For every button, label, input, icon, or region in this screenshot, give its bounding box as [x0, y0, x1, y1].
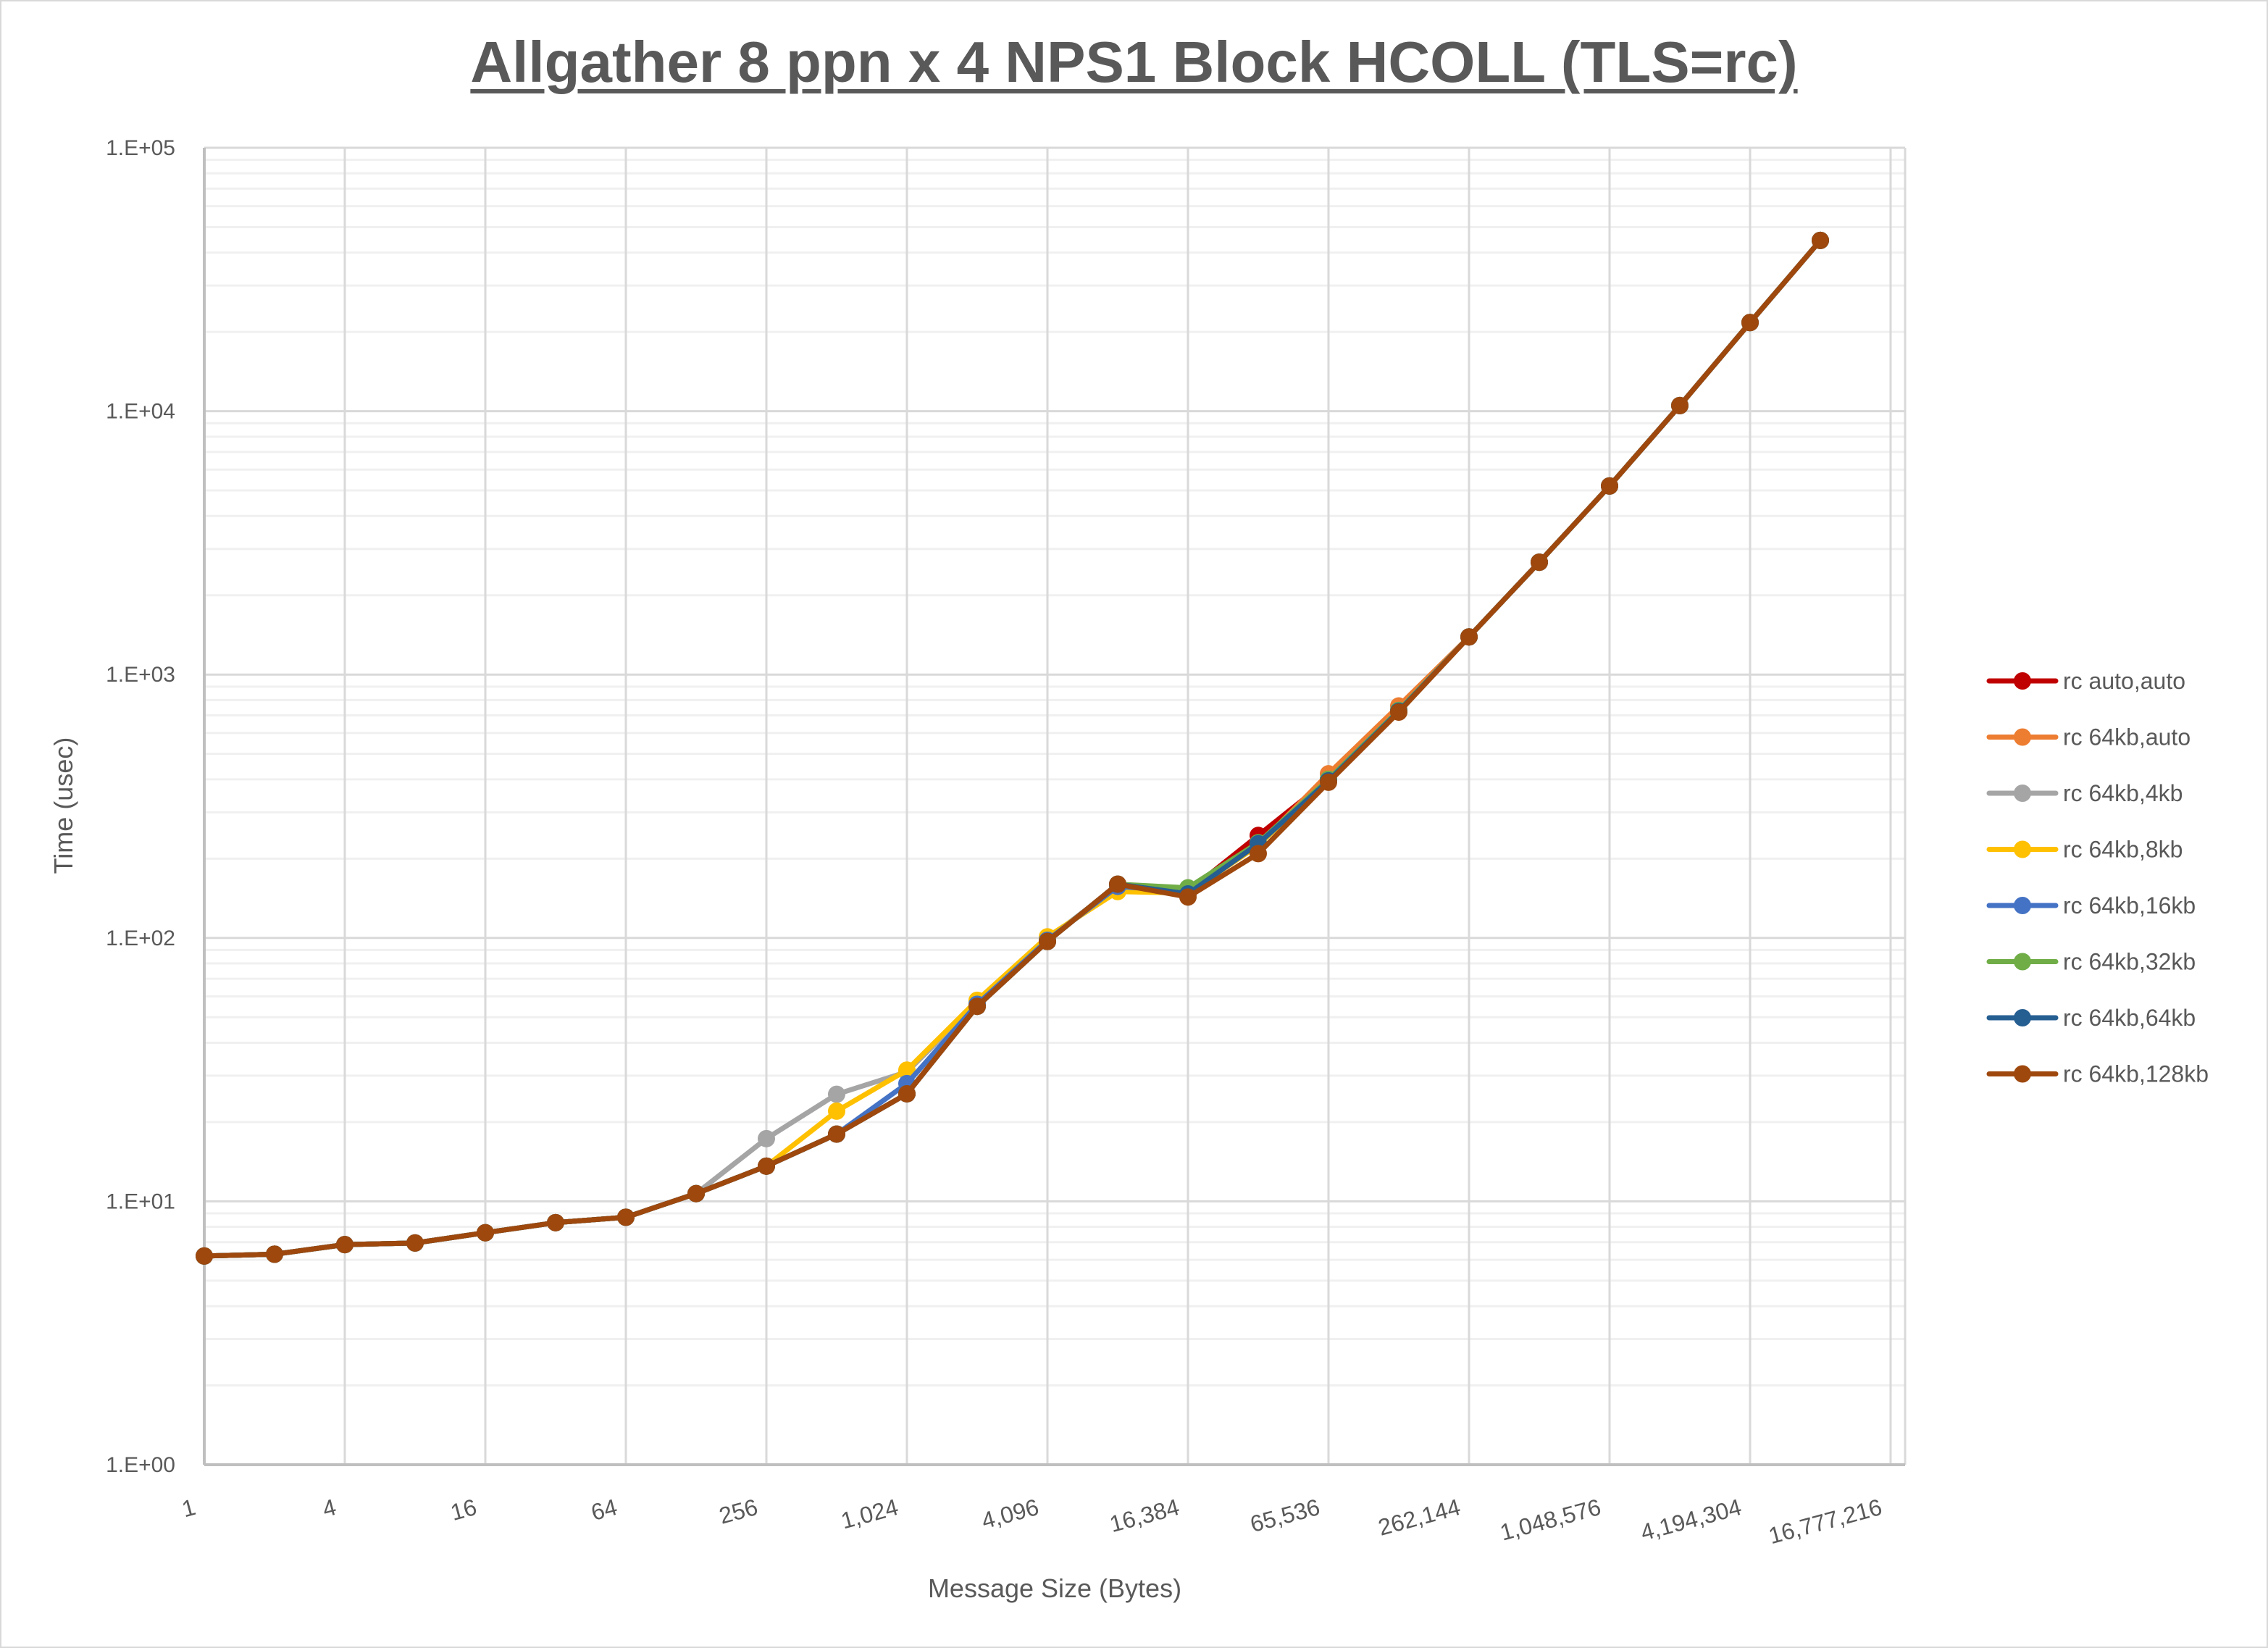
- legend-item: rc 64kb,4kb: [1986, 780, 2183, 806]
- data-point: [898, 1061, 916, 1079]
- data-point: [1250, 845, 1267, 863]
- legend-marker-icon: [2014, 897, 2031, 914]
- legend-label: rc 64kb,16kb: [2063, 892, 2196, 919]
- legend-marker-icon: [2014, 728, 2031, 746]
- y-axis-title: Time (usec): [49, 737, 78, 874]
- data-point: [477, 1224, 494, 1242]
- data-point: [758, 1129, 775, 1147]
- data-point: [1671, 396, 1689, 414]
- y-axis-ticks: 1.E+00 1.E+01 1.E+02 1.E+03 1.E+04 1.E+05: [106, 136, 175, 1477]
- x-tick-label: 262,144: [1376, 1494, 1463, 1541]
- chart-title: Allgather 8 ppn x 4 NPS1 Block HCOLL (TL…: [470, 30, 1798, 94]
- x-tick-label: 16,384: [1107, 1494, 1182, 1537]
- legend-label: rc 64kb,auto: [2063, 724, 2190, 750]
- series-line: [196, 231, 1829, 1265]
- data-point: [617, 1208, 635, 1226]
- x-tick-label: 1,024: [838, 1494, 901, 1534]
- series-line: [196, 231, 1829, 1265]
- legend-item: rc 64kb,16kb: [1986, 892, 2196, 919]
- legend-label: rc 64kb,128kb: [2063, 1061, 2209, 1087]
- data-point: [828, 1125, 845, 1143]
- legend-marker-icon: [2014, 672, 2031, 690]
- legend: rc auto,auto rc 64kb,auto rc 64kb,4kb rc 64…: [1986, 668, 2209, 1087]
- legend-marker-icon: [2014, 953, 2031, 971]
- series-line: [196, 231, 1829, 1265]
- x-tick-label: 16: [448, 1494, 480, 1526]
- y-tick-label: 1.E+04: [106, 400, 175, 424]
- series-line: [196, 231, 1829, 1265]
- x-tick-label: 1: [179, 1494, 198, 1522]
- legend-label: rc 64kb,64kb: [2063, 1005, 2196, 1031]
- y-tick-label: 1.E+01: [106, 1189, 175, 1213]
- x-tick-label: 256: [716, 1494, 761, 1529]
- axes: [203, 148, 1905, 1466]
- series-line: [196, 231, 1829, 1265]
- x-axis-title: Message Size (Bytes): [928, 1573, 1181, 1603]
- y-tick-label: 1.E+03: [106, 663, 175, 687]
- x-tick-label: 1,048,576: [1497, 1494, 1604, 1546]
- data-point: [1531, 553, 1548, 572]
- y-tick-label: 1.E+05: [106, 136, 175, 160]
- y-tick-label: 1.E+00: [106, 1453, 175, 1477]
- data-series: [196, 231, 1829, 1265]
- x-tick-label: 4,194,304: [1638, 1494, 1744, 1546]
- data-point: [547, 1213, 564, 1231]
- data-point: [1390, 703, 1407, 721]
- legend-label: rc 64kb,32kb: [2063, 949, 2196, 975]
- legend-label: rc auto,auto: [2063, 668, 2185, 694]
- x-tick-label: 16,777,216: [1766, 1494, 1885, 1549]
- series-line: [196, 231, 1829, 1265]
- data-point: [1741, 314, 1759, 332]
- legend-item: rc 64kb,32kb: [1986, 949, 2196, 975]
- data-point: [1601, 477, 1618, 495]
- gridlines: [204, 146, 1907, 1466]
- data-point: [968, 997, 986, 1016]
- x-tick-label: 4,096: [979, 1494, 1042, 1534]
- data-point: [1179, 888, 1197, 906]
- legend-label: rc 64kb,8kb: [2063, 837, 2183, 863]
- x-tick-label: 4: [319, 1494, 339, 1522]
- data-point: [406, 1234, 424, 1252]
- legend-item: rc 64kb,128kb: [1986, 1061, 2209, 1087]
- legend-item: rc auto,auto: [1986, 668, 2185, 694]
- legend-item: rc 64kb,64kb: [1986, 1005, 2196, 1031]
- series-line: [196, 231, 1829, 1265]
- data-point: [828, 1102, 845, 1120]
- legend-label: rc 64kb,4kb: [2063, 780, 2183, 806]
- data-point: [1320, 773, 1337, 791]
- series-line: [196, 231, 1829, 1265]
- data-point: [828, 1085, 845, 1103]
- x-axis-ticks: 1 4 16 64 256 1,024 4,096 16,384 65,536 262,144 1,…: [179, 1494, 1885, 1549]
- data-point: [898, 1084, 916, 1103]
- y-tick-label: 1.E+02: [106, 927, 175, 950]
- x-tick-label: 64: [588, 1494, 620, 1526]
- data-point: [1039, 932, 1056, 950]
- legend-marker-icon: [2014, 1009, 2031, 1026]
- data-point: [758, 1157, 775, 1175]
- data-point: [1460, 628, 1478, 646]
- data-point: [266, 1245, 283, 1263]
- legend-item: rc 64kb,auto: [1986, 724, 2190, 750]
- legend-item: rc 64kb,8kb: [1986, 837, 2183, 863]
- data-point: [687, 1184, 705, 1202]
- data-point: [1812, 231, 1829, 249]
- data-point: [196, 1247, 213, 1265]
- data-point: [336, 1236, 353, 1254]
- x-tick-label: 65,536: [1247, 1494, 1323, 1537]
- legend-marker-icon: [2014, 1065, 2031, 1083]
- legend-marker-icon: [2014, 840, 2031, 858]
- data-point: [1109, 875, 1126, 893]
- legend-marker-icon: [2014, 785, 2031, 802]
